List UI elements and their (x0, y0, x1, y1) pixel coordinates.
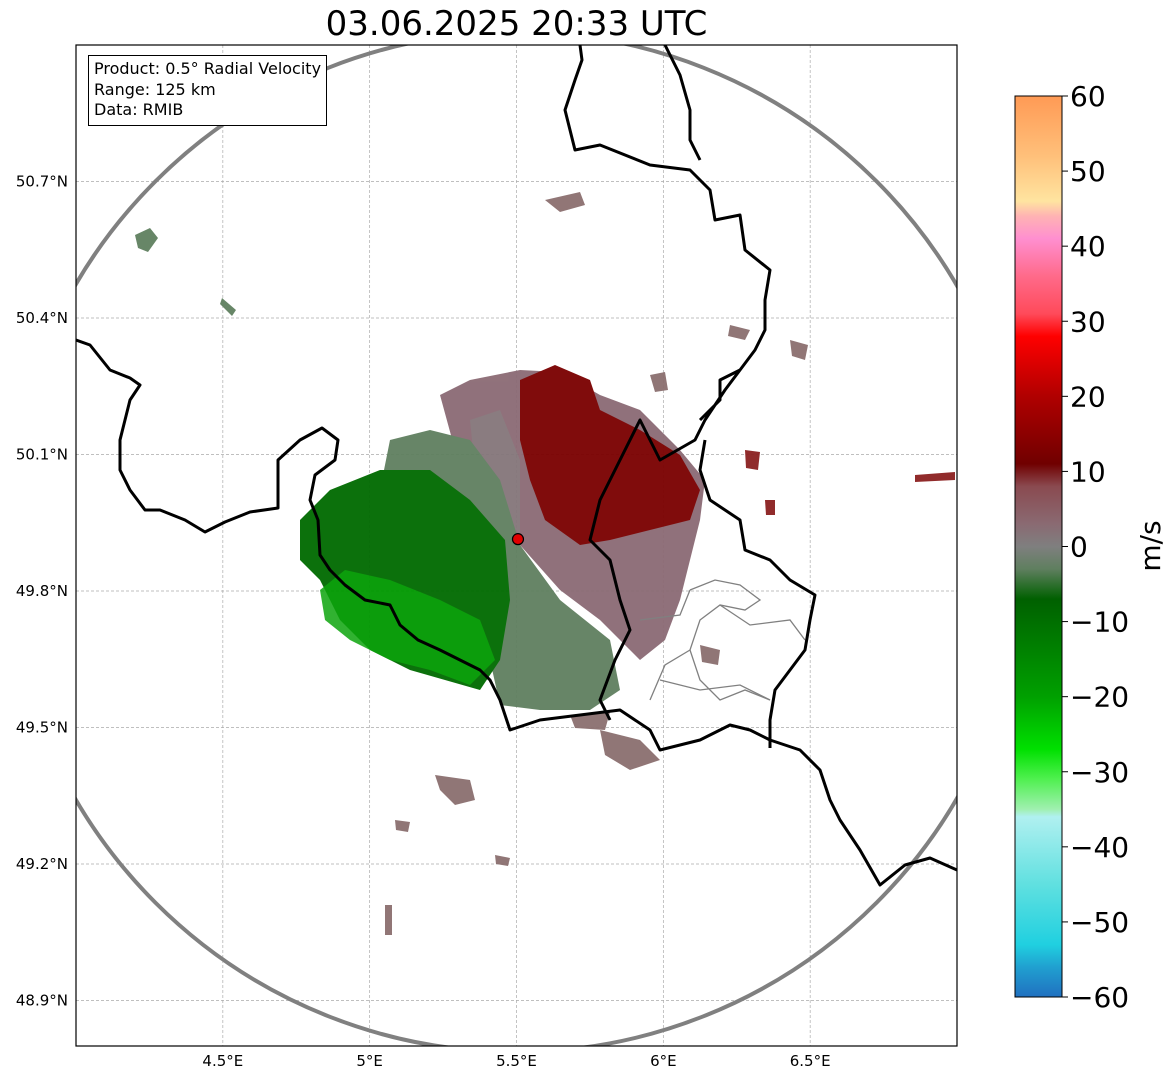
echo-northwest-cell (135, 228, 236, 316)
lat-tick-label: 49.5°N (16, 719, 68, 737)
lon-tick-label: 4.5°E (202, 1052, 243, 1070)
colorbar-tick-label: 20 (1070, 380, 1106, 413)
echo-south-fragments (435, 645, 720, 805)
map-title: 03.06.2025 20:33 UTC (325, 4, 708, 44)
colorbar-tick-label: −10 (1070, 606, 1129, 639)
info-product: Product: 0.5° Radial Velocity (94, 59, 322, 78)
echo-outbound-darkred (520, 365, 700, 545)
border-luxembourg-germany (698, 439, 817, 748)
latitude-labels: 50.7°N 50.4°N 50.1°N 49.8°N 49.5°N 49.2°N 48.9… (16, 173, 68, 1010)
colorbar-tick-label: −40 (1070, 831, 1129, 864)
colorbar-tick-label: −20 (1070, 681, 1129, 714)
radar-site-marker (511, 533, 525, 546)
velocity-echoes (135, 192, 955, 935)
lon-tick-label: 5.5°E (496, 1052, 537, 1070)
border-belgium-luxembourg-germany (563, 45, 772, 721)
lon-tick-label: 6.5°E (790, 1052, 831, 1070)
lat-tick-label: 48.9°N (16, 992, 68, 1010)
colorbar-tick-label: 10 (1070, 455, 1106, 488)
lon-tick-label: 6°E (650, 1052, 677, 1070)
lat-tick-label: 50.7°N (16, 173, 68, 191)
country-borders (76, 45, 957, 887)
colorbar-label: m/s (1134, 520, 1167, 571)
info-box: Product: 0.5° Radial Velocity Range: 125… (88, 55, 328, 126)
map-frame (75, 44, 958, 1047)
colorbar (1014, 95, 1063, 998)
lat-tick-label: 49.2°N (16, 855, 68, 873)
lat-tick-label: 50.1°N (16, 446, 68, 464)
lat-tick-label: 49.8°N (16, 582, 68, 600)
longitude-labels: 4.5°E 5°E 5.5°E 6°E 6.5°E (202, 1052, 830, 1070)
colorbar-ticks: 60 50 40 30 20 10 0 −10 −20 −30 −40 −50 −60 (1062, 80, 1129, 1014)
lon-tick-label: 5°E (356, 1052, 383, 1070)
colorbar-tick-label: −60 (1070, 981, 1129, 1014)
colorbar-tick-label: 30 (1070, 305, 1106, 338)
colorbar-tick-label: 50 (1070, 155, 1106, 188)
colorbar-tick-label: 0 (1070, 531, 1088, 564)
echo-east-fragments (745, 450, 955, 515)
colorbar-tick-label: −30 (1070, 756, 1129, 789)
province-borders (639, 579, 806, 701)
colorbar-tick-label: −50 (1070, 906, 1129, 939)
lat-tick-label: 50.4°N (16, 309, 68, 327)
colorbar-tick-label: 60 (1070, 80, 1106, 113)
info-data-source: Data: RMIB (94, 100, 184, 119)
colorbar-tick-label: 40 (1070, 230, 1106, 263)
info-range: Range: 125 km (94, 79, 216, 99)
